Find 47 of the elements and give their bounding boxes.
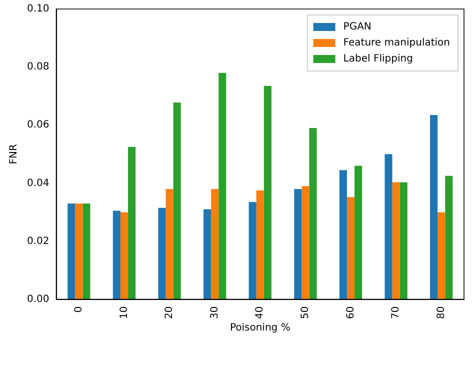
bar [166, 188, 174, 300]
x-tick-label: 40 [254, 306, 266, 320]
y-tick-label: 0.10 [27, 4, 50, 15]
x-axis-title: Poisoning % [230, 322, 290, 334]
bar [256, 190, 264, 300]
bar [400, 182, 408, 300]
y-tick-label: 0.06 [27, 120, 50, 131]
y-tick-label: 0.04 [27, 178, 50, 189]
x-tick-label: 70 [390, 306, 402, 320]
bar [302, 186, 310, 300]
y-tick-label: 0.02 [27, 236, 50, 247]
bar [204, 209, 212, 300]
bar [68, 203, 76, 300]
y-tick-label: 0.00 [27, 294, 50, 305]
bar [354, 166, 362, 300]
bar [438, 212, 446, 300]
bar [211, 188, 219, 300]
bar [264, 86, 272, 300]
y-tick-label: 0.08 [27, 62, 50, 73]
x-tick-label: 50 [300, 306, 312, 320]
y-axis-title: FNR [8, 144, 20, 164]
bar [294, 188, 302, 300]
bar [82, 203, 90, 300]
bar [75, 203, 83, 300]
legend-label: Feature manipulation [343, 38, 450, 49]
bar [346, 197, 355, 300]
x-tick-label: 10 [118, 306, 130, 320]
x-tick-label: 30 [209, 306, 220, 320]
bar [173, 102, 181, 300]
x-tick-label: 0 [74, 306, 85, 313]
x-tick-label: 60 [345, 306, 356, 320]
bar [445, 176, 453, 300]
legend-label: Label Flipping [343, 54, 413, 65]
x-tick-label: 80 [436, 306, 447, 320]
bar [384, 154, 392, 300]
x-tick-label: 20 [164, 306, 176, 320]
bar [120, 212, 128, 300]
bar [218, 72, 226, 300]
bar [158, 208, 166, 300]
bar [309, 128, 317, 300]
bar [128, 146, 136, 300]
bar [248, 202, 256, 300]
bar [339, 170, 347, 300]
bar [112, 210, 120, 300]
bar [392, 182, 400, 300]
legend-label: PGAN [343, 22, 372, 33]
bar [430, 114, 438, 300]
